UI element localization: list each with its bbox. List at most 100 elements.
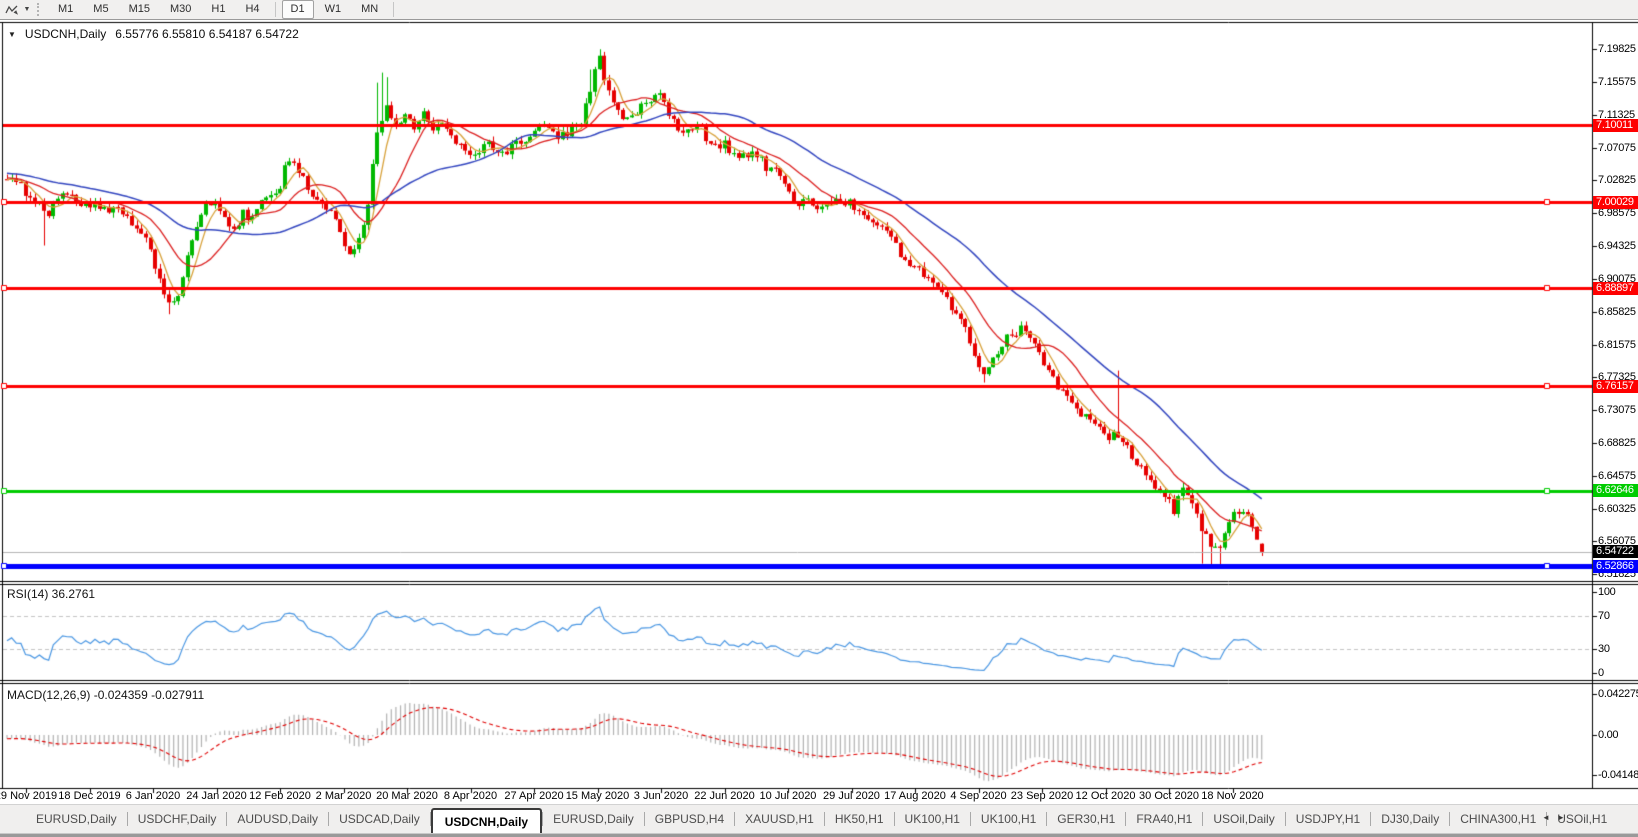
price-axis-tick: 6.64575 — [1598, 469, 1636, 482]
timeframe-button-d1[interactable]: D1 — [281, 0, 314, 19]
toolbar-separator — [274, 2, 276, 17]
date-axis-label: 12 Feb 2020 — [249, 790, 311, 802]
toolbar-grip — [37, 3, 41, 16]
tab-usoil-daily[interactable]: USOil,Daily — [1213, 812, 1275, 826]
macd-axis-tick: -0.04148 — [1598, 769, 1638, 782]
tab-hk50-h1[interactable]: HK50,H1 — [834, 812, 884, 826]
bottom-strip — [0, 833, 1638, 837]
tab-fra40-h1[interactable]: FRA40,H1 — [1136, 812, 1193, 826]
tab-separator — [328, 812, 330, 826]
date-axis-label: 17 Aug 2020 — [884, 790, 946, 802]
tab-dj30-daily[interactable]: DJ30,Daily — [1381, 812, 1440, 826]
chart-title-bar: ▼ USDCNH,Daily 6.55776 6.55810 6.54187 6… — [8, 27, 299, 41]
tab-separator — [1202, 812, 1204, 826]
tab-separator — [969, 812, 971, 826]
date-axis-label: 20 Mar 2020 — [376, 790, 438, 802]
tab-separator — [1546, 812, 1548, 826]
tab-china300-h1[interactable]: CHINA300,H1 — [1460, 812, 1537, 826]
tab-ger30-h1[interactable]: GER30,H1 — [1057, 812, 1116, 826]
price-axis-tick: 6.98575 — [1598, 207, 1636, 220]
toolbar: ▼ M1 M5 M15 M30 H1 H4 D1 W1 MN — [0, 0, 1638, 20]
date-axis-label: 8 Apr 2020 — [443, 790, 498, 802]
tab-usdjpy-h1[interactable]: USDJPY,H1 — [1295, 812, 1361, 826]
date-axis-label: 24 Jan 2020 — [186, 790, 247, 802]
tab-usdcad-daily[interactable]: USDCAD,Daily — [339, 812, 420, 826]
price-axis-tick: 6.56075 — [1598, 535, 1636, 548]
macd-axis-tick: 0.00 — [1598, 729, 1619, 741]
chart-tab-bar: EURUSD,Daily USDCHF,Daily AUDUSD,Daily USDC… — [0, 804, 1638, 834]
price-axis-tick: 6.94325 — [1598, 240, 1636, 253]
price-axis-tick: 6.81575 — [1598, 338, 1636, 351]
price-axis-tick: 6.73075 — [1598, 404, 1636, 417]
tab-separator — [226, 812, 228, 826]
date-axis-label: 3 Jun 2020 — [633, 790, 689, 802]
timeframe-button-w1[interactable]: W1 — [324, 3, 342, 15]
hline-price-label: 6.76157 — [1593, 379, 1638, 393]
collapse-triangle-icon[interactable]: ▼ — [8, 29, 16, 39]
hline-price-label: 6.88897 — [1593, 281, 1638, 295]
chart-symbol-title: USDCNH,Daily — [24, 27, 107, 41]
hline-price-label: 7.10011 — [1593, 118, 1638, 132]
tab-usdchf-daily[interactable]: USDCHF,Daily — [137, 812, 217, 826]
tab-separator — [429, 812, 431, 826]
tab-scroll-right-icon[interactable]: ► — [1557, 813, 1565, 822]
date-axis-label: 30 Oct 2020 — [1139, 790, 1199, 802]
date-axis-label: 27 Apr 2020 — [504, 790, 564, 802]
date-axis-label: 10 Jul 2020 — [759, 790, 817, 802]
timeframe-button-m30[interactable]: M30 — [169, 3, 192, 15]
rsi-label: RSI(14) 36.2761 — [7, 587, 96, 601]
hline-price-label: 6.62646 — [1593, 484, 1638, 498]
date-axis-label: 22 Jun 2020 — [694, 790, 755, 802]
date-axis-label: 15 May 2020 — [565, 790, 630, 802]
rsi-axis-tick: 30 — [1598, 642, 1610, 655]
tab-uk100-h1[interactable]: UK100,H1 — [980, 812, 1037, 826]
current-price-label: 6.54722 — [1593, 545, 1638, 559]
tab-separator — [1284, 812, 1286, 826]
price-axis-tick: 7.11325 — [1598, 108, 1635, 121]
tab-separator — [126, 812, 128, 826]
price-axis-tick: 7.07075 — [1598, 141, 1636, 154]
timeframe-button-mn[interactable]: MN — [361, 3, 379, 15]
tab-eurusd-daily[interactable]: EURUSD,Daily — [553, 812, 634, 826]
tab-separator — [1370, 812, 1372, 826]
tab-xauusd-h1[interactable]: XAUUSD,H1 — [745, 812, 814, 826]
cursor-tool-icon[interactable] — [3, 2, 21, 18]
tab-usoil-h1[interactable]: USOil,H1 — [1557, 812, 1608, 826]
macd-axis-tick: 0.042275 — [1598, 687, 1638, 700]
timeframe-button-m5[interactable]: M5 — [93, 3, 109, 15]
rsi-axis-tick: 70 — [1598, 610, 1610, 623]
timeframe-button-h4[interactable]: H4 — [245, 3, 260, 15]
price-axis-tick: 7.19825 — [1598, 43, 1636, 56]
timeframe-button-m15[interactable]: M15 — [128, 3, 150, 15]
toolbar-separator — [393, 2, 395, 17]
tab-separator — [1125, 812, 1127, 826]
price-axis-tick: 7.02825 — [1598, 174, 1636, 187]
timeframe-toolbar: M1 M5 M15 M30 H1 H4 D1 W1 MN — [48, 0, 399, 20]
macd-label: MACD(12,26,9) -0.024359 -0.027911 — [7, 688, 205, 702]
date-axis-label: 18 Nov 2020 — [1201, 790, 1264, 802]
date-axis-label: 29 Jul 2020 — [823, 790, 880, 802]
tab-uk100-h1[interactable]: UK100,H1 — [904, 812, 960, 826]
hline-price-label: 6.52866 — [1593, 559, 1638, 573]
rsi-axis-tick: 0 — [1598, 667, 1604, 679]
timeframe-button-h1[interactable]: H1 — [211, 3, 226, 15]
rsi-axis-tick: 100 — [1598, 586, 1616, 598]
date-axis-label: 29 Nov 2019 — [0, 790, 58, 802]
tab-separator — [734, 812, 736, 826]
dropdown-caret-icon[interactable]: ▼ — [23, 6, 31, 13]
timeframe-button-m1[interactable]: M1 — [58, 3, 74, 15]
tab-scroll-left-icon[interactable]: ◄ — [1542, 813, 1550, 822]
tab-separator — [542, 812, 544, 826]
price-axis-tick: 6.68825 — [1598, 436, 1636, 449]
tab-eurusd-daily[interactable]: EURUSD,Daily — [36, 812, 117, 826]
tab-separator — [893, 812, 895, 826]
tab-separator — [1449, 812, 1451, 826]
price-axis-tick: 6.60325 — [1598, 502, 1636, 515]
date-axis-label: 2 Mar 2020 — [315, 790, 372, 802]
price-axis-tick: 6.85825 — [1598, 305, 1636, 318]
date-axis-label: 4 Sep 2020 — [950, 790, 1007, 802]
tab-audusd-daily[interactable]: AUDUSD,Daily — [237, 812, 319, 826]
tab-usdcnh-daily[interactable]: USDCNH,Daily — [430, 807, 543, 834]
tab-gbpusd-h4[interactable]: GBPUSD,H4 — [654, 812, 725, 826]
